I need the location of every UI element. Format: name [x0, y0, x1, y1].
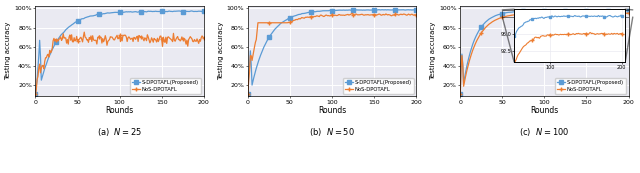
S-DPOTAFL(Proposed) — [122, 11, 130, 13]
NoS-DPOTAFL — [124, 40, 131, 43]
NoS-DPOTAFL — [103, 44, 111, 46]
S-DPOTAFL(Proposed) — [399, 9, 406, 11]
Line: S-DPOTAFL(Proposed): S-DPOTAFL(Proposed) — [34, 9, 205, 96]
S-DPOTAFL(Proposed) — [527, 10, 535, 12]
S-DPOTAFL(Proposed) — [102, 12, 110, 14]
S-DPOTAFL(Proposed) — [412, 9, 420, 11]
S-DPOTAFL(Proposed) — [611, 10, 618, 12]
S-DPOTAFL(Proposed) — [244, 93, 252, 95]
NoS-DPOTAFL — [200, 37, 207, 39]
NoS-DPOTAFL — [315, 15, 323, 17]
S-DPOTAFL(Proposed) — [547, 10, 555, 12]
NoS-DPOTAFL — [457, 66, 465, 68]
NoS-DPOTAFL — [412, 14, 420, 16]
Bar — [502, 10, 633, 17]
Y-axis label: Testing accuracy: Testing accuracy — [6, 22, 12, 80]
Title: (a)  $N = 25$: (a) $N = 25$ — [97, 126, 142, 138]
NoS-DPOTAFL — [547, 12, 555, 14]
S-DPOTAFL(Proposed) — [31, 93, 39, 95]
NoS-DPOTAFL — [399, 13, 406, 16]
S-DPOTAFL(Proposed) — [625, 10, 632, 12]
NoS-DPOTAFL — [244, 93, 252, 95]
Line: NoS-DPOTAFL: NoS-DPOTAFL — [33, 30, 206, 97]
Line: NoS-DPOTAFL: NoS-DPOTAFL — [458, 11, 631, 97]
S-DPOTAFL(Proposed) — [305, 11, 313, 13]
NoS-DPOTAFL — [47, 52, 54, 54]
Title: (c)  $N = 100$: (c) $N = 100$ — [519, 126, 570, 138]
Legend: S-DPOTAFL(Proposed), NoS-DPOTAFL: S-DPOTAFL(Proposed), NoS-DPOTAFL — [131, 78, 201, 94]
S-DPOTAFL(Proposed) — [457, 65, 465, 67]
Title: (b)  $N = 50$: (b) $N = 50$ — [309, 126, 355, 138]
S-DPOTAFL(Proposed) — [259, 48, 267, 50]
NoS-DPOTAFL — [348, 12, 356, 14]
Line: NoS-DPOTAFL: NoS-DPOTAFL — [245, 11, 419, 97]
S-DPOTAFL(Proposed) — [33, 85, 40, 87]
X-axis label: Rounds: Rounds — [318, 106, 346, 115]
S-DPOTAFL(Proposed) — [47, 52, 54, 54]
S-DPOTAFL(Proposed) — [93, 13, 100, 16]
NoS-DPOTAFL — [527, 13, 535, 15]
NoS-DPOTAFL — [94, 37, 102, 39]
Legend: S-DPOTAFL(Proposed), NoS-DPOTAFL: S-DPOTAFL(Proposed), NoS-DPOTAFL — [342, 78, 413, 94]
S-DPOTAFL(Proposed) — [200, 10, 207, 12]
NoS-DPOTAFL — [259, 22, 267, 24]
S-DPOTAFL(Proposed) — [624, 10, 632, 12]
S-DPOTAFL(Proposed) — [518, 10, 525, 12]
S-DPOTAFL(Proposed) — [375, 9, 383, 11]
S-DPOTAFL(Proposed) — [245, 74, 253, 76]
S-DPOTAFL(Proposed) — [315, 10, 323, 12]
S-DPOTAFL(Proposed) — [472, 37, 479, 39]
NoS-DPOTAFL — [33, 89, 40, 91]
NoS-DPOTAFL — [245, 79, 253, 81]
X-axis label: Rounds: Rounds — [531, 106, 559, 115]
NoS-DPOTAFL — [588, 12, 595, 14]
NoS-DPOTAFL — [81, 31, 88, 33]
NoS-DPOTAFL — [625, 12, 632, 14]
NoS-DPOTAFL — [186, 36, 194, 38]
NoS-DPOTAFL — [335, 13, 342, 16]
Line: S-DPOTAFL(Proposed): S-DPOTAFL(Proposed) — [246, 8, 418, 96]
S-DPOTAFL(Proposed) — [335, 9, 342, 11]
Y-axis label: Testing accuracy: Testing accuracy — [218, 22, 224, 80]
NoS-DPOTAFL — [31, 93, 39, 95]
X-axis label: Rounds: Rounds — [106, 106, 134, 115]
NoS-DPOTAFL — [305, 16, 313, 18]
NoS-DPOTAFL — [518, 13, 525, 15]
S-DPOTAFL(Proposed) — [456, 93, 464, 95]
NoS-DPOTAFL — [456, 93, 464, 95]
S-DPOTAFL(Proposed) — [188, 10, 195, 12]
Legend: S-DPOTAFL(Proposed), NoS-DPOTAFL: S-DPOTAFL(Proposed), NoS-DPOTAFL — [555, 78, 626, 94]
NoS-DPOTAFL — [472, 43, 479, 45]
NoS-DPOTAFL — [611, 12, 619, 14]
S-DPOTAFL(Proposed) — [186, 10, 193, 12]
Line: S-DPOTAFL(Proposed): S-DPOTAFL(Proposed) — [458, 9, 630, 96]
Y-axis label: Testing accuracy: Testing accuracy — [430, 22, 436, 80]
